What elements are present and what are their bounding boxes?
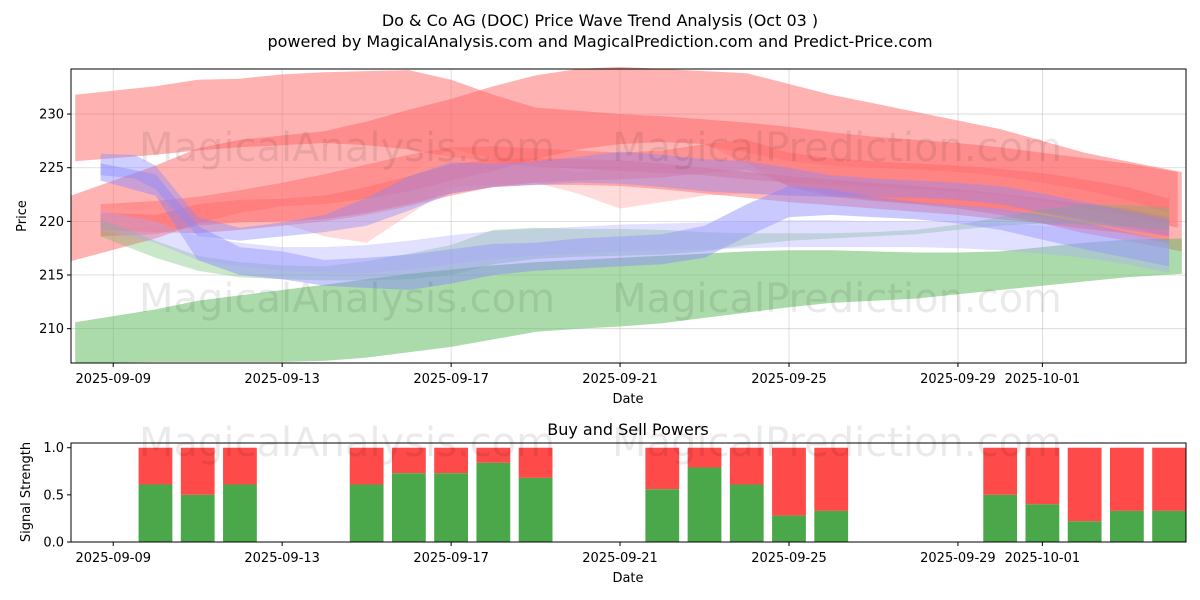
buy-power-bar [772,515,806,542]
sell-power-bar [476,447,511,463]
sell-power-bar [180,447,215,495]
buy-power-bar [518,477,553,542]
signal-x-tick-label: 2025-09-13 [244,551,320,566]
price-x-axis: 2025-09-09 2025-09-13 2025-09-17 2025-09-21… [75,363,1080,387]
buy-power-bar [1025,504,1060,542]
sell-power-bar [391,447,426,474]
buy-power-bar [1067,521,1102,542]
band-green-mid [100,204,1170,281]
buy-power-bar [476,462,511,542]
band-red-mid [100,139,1170,237]
band-blue-upper [100,151,1170,241]
buy-power-bar [1152,510,1186,542]
buy-power-bar [687,467,722,542]
price-bands [71,66,1182,363]
buy-power-bar [1109,510,1144,542]
chart-title: Do & Co AG (DOC) Price Wave Trend Analys… [382,11,818,30]
signal-x-tick-label: 2025-09-21 [582,551,658,566]
signal-y-tick-label: 0.5 [43,488,64,503]
price-x-tick-label: 2025-09-29 [920,372,996,387]
band-blue-lower [100,163,1170,290]
band-pink-light [100,146,1170,245]
buy-power-bar [729,484,764,542]
watermark-prediction-mid: MagicalPrediction.com [612,276,1062,322]
buy-power-bar [814,510,849,542]
band-green-low [75,238,1182,363]
sell-power-bar [518,447,553,478]
signal-plot-frame [70,442,1187,543]
signal-y-tick-label: 1.0 [43,441,64,456]
sell-power-bar [983,447,1018,495]
watermark-analysis-mid: MagicalAnalysis.com [139,276,555,322]
chart-subtitle: powered by MagicalAnalysis.com and Magic… [267,32,932,51]
sell-power-bar [349,447,384,485]
sell-power-bar [1152,447,1186,511]
price-y-axis: 210 215 220 225 230 [39,108,71,337]
price-plot-frame [70,68,1187,364]
price-watermarks: MagicalAnalysis.com MagicalPrediction.co… [139,125,1062,322]
signal-bars [138,447,1186,542]
sell-power-bar [138,447,173,485]
price-x-label: Date [612,392,643,407]
sell-power-bar [772,447,806,516]
band-blue-light [100,210,1170,273]
signal-panel: Buy and Sell Powers MagicalAnalysis.com … [19,420,1187,586]
price-y-tick-label: 220 [39,215,64,230]
buy-power-bar [223,484,257,542]
signal-title: Buy and Sell Powers [547,420,709,439]
buy-power-bar [349,484,384,542]
buy-power-bar [645,489,680,542]
price-x-tick-label: 2025-09-21 [582,372,658,387]
price-y-tick-label: 230 [39,108,64,123]
price-x-tick-label: 2025-09-09 [75,372,151,387]
price-x-tick-label: 2025-09-17 [413,372,489,387]
buy-power-bar [180,494,215,542]
sell-power-bar [1025,447,1060,505]
signal-x-tick-label: 2025-10-01 [1005,551,1081,566]
buy-power-bar [434,473,469,542]
price-x-tick-label: 2025-10-01 [1005,372,1081,387]
sell-power-bar [434,447,469,474]
buy-power-bar [138,484,173,542]
watermark-prediction-top: MagicalPrediction.com [612,125,1062,171]
signal-y-axis: 0.0 0.5 1.0 [43,441,71,551]
band-red-lower-trend [100,158,1170,241]
price-y-label: Price [15,200,30,232]
buy-power-bar [391,473,426,542]
price-x-tick-label: 2025-09-13 [244,372,320,387]
buy-power-bar [983,494,1018,542]
price-y-tick-label: 210 [39,322,64,337]
signal-x-axis: 2025-09-09 2025-09-13 2025-09-17 2025-09-21… [75,542,1080,566]
signal-x-tick-label: 2025-09-29 [920,551,996,566]
sell-power-bar [223,447,257,485]
signal-x-tick-label: 2025-09-17 [413,551,489,566]
band-red-rising [71,66,1182,262]
signal-x-tick-label: 2025-09-09 [75,551,151,566]
signal-y-tick-label: 0.0 [43,536,64,551]
price-x-tick-label: 2025-09-25 [751,372,827,387]
price-panel: MagicalAnalysis.com MagicalPrediction.co… [15,66,1187,407]
sell-power-bar [1067,447,1102,522]
sell-power-bar [645,447,680,490]
sell-power-bar [687,447,722,468]
price-y-tick-label: 215 [39,269,64,284]
sell-power-bar [814,447,849,511]
signal-y-label: Signal Strength [19,442,34,542]
price-y-tick-label: 225 [39,161,64,176]
signal-x-tick-label: 2025-09-25 [751,551,827,566]
signal-x-label: Date [612,571,643,586]
watermark-analysis-top: MagicalAnalysis.com [139,125,555,171]
sell-power-bar [729,447,764,485]
sell-power-bar [1109,447,1144,511]
